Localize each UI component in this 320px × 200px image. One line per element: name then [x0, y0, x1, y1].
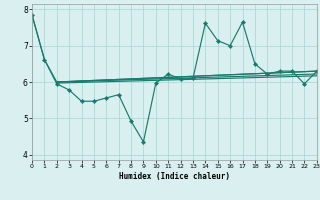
- X-axis label: Humidex (Indice chaleur): Humidex (Indice chaleur): [119, 172, 230, 181]
